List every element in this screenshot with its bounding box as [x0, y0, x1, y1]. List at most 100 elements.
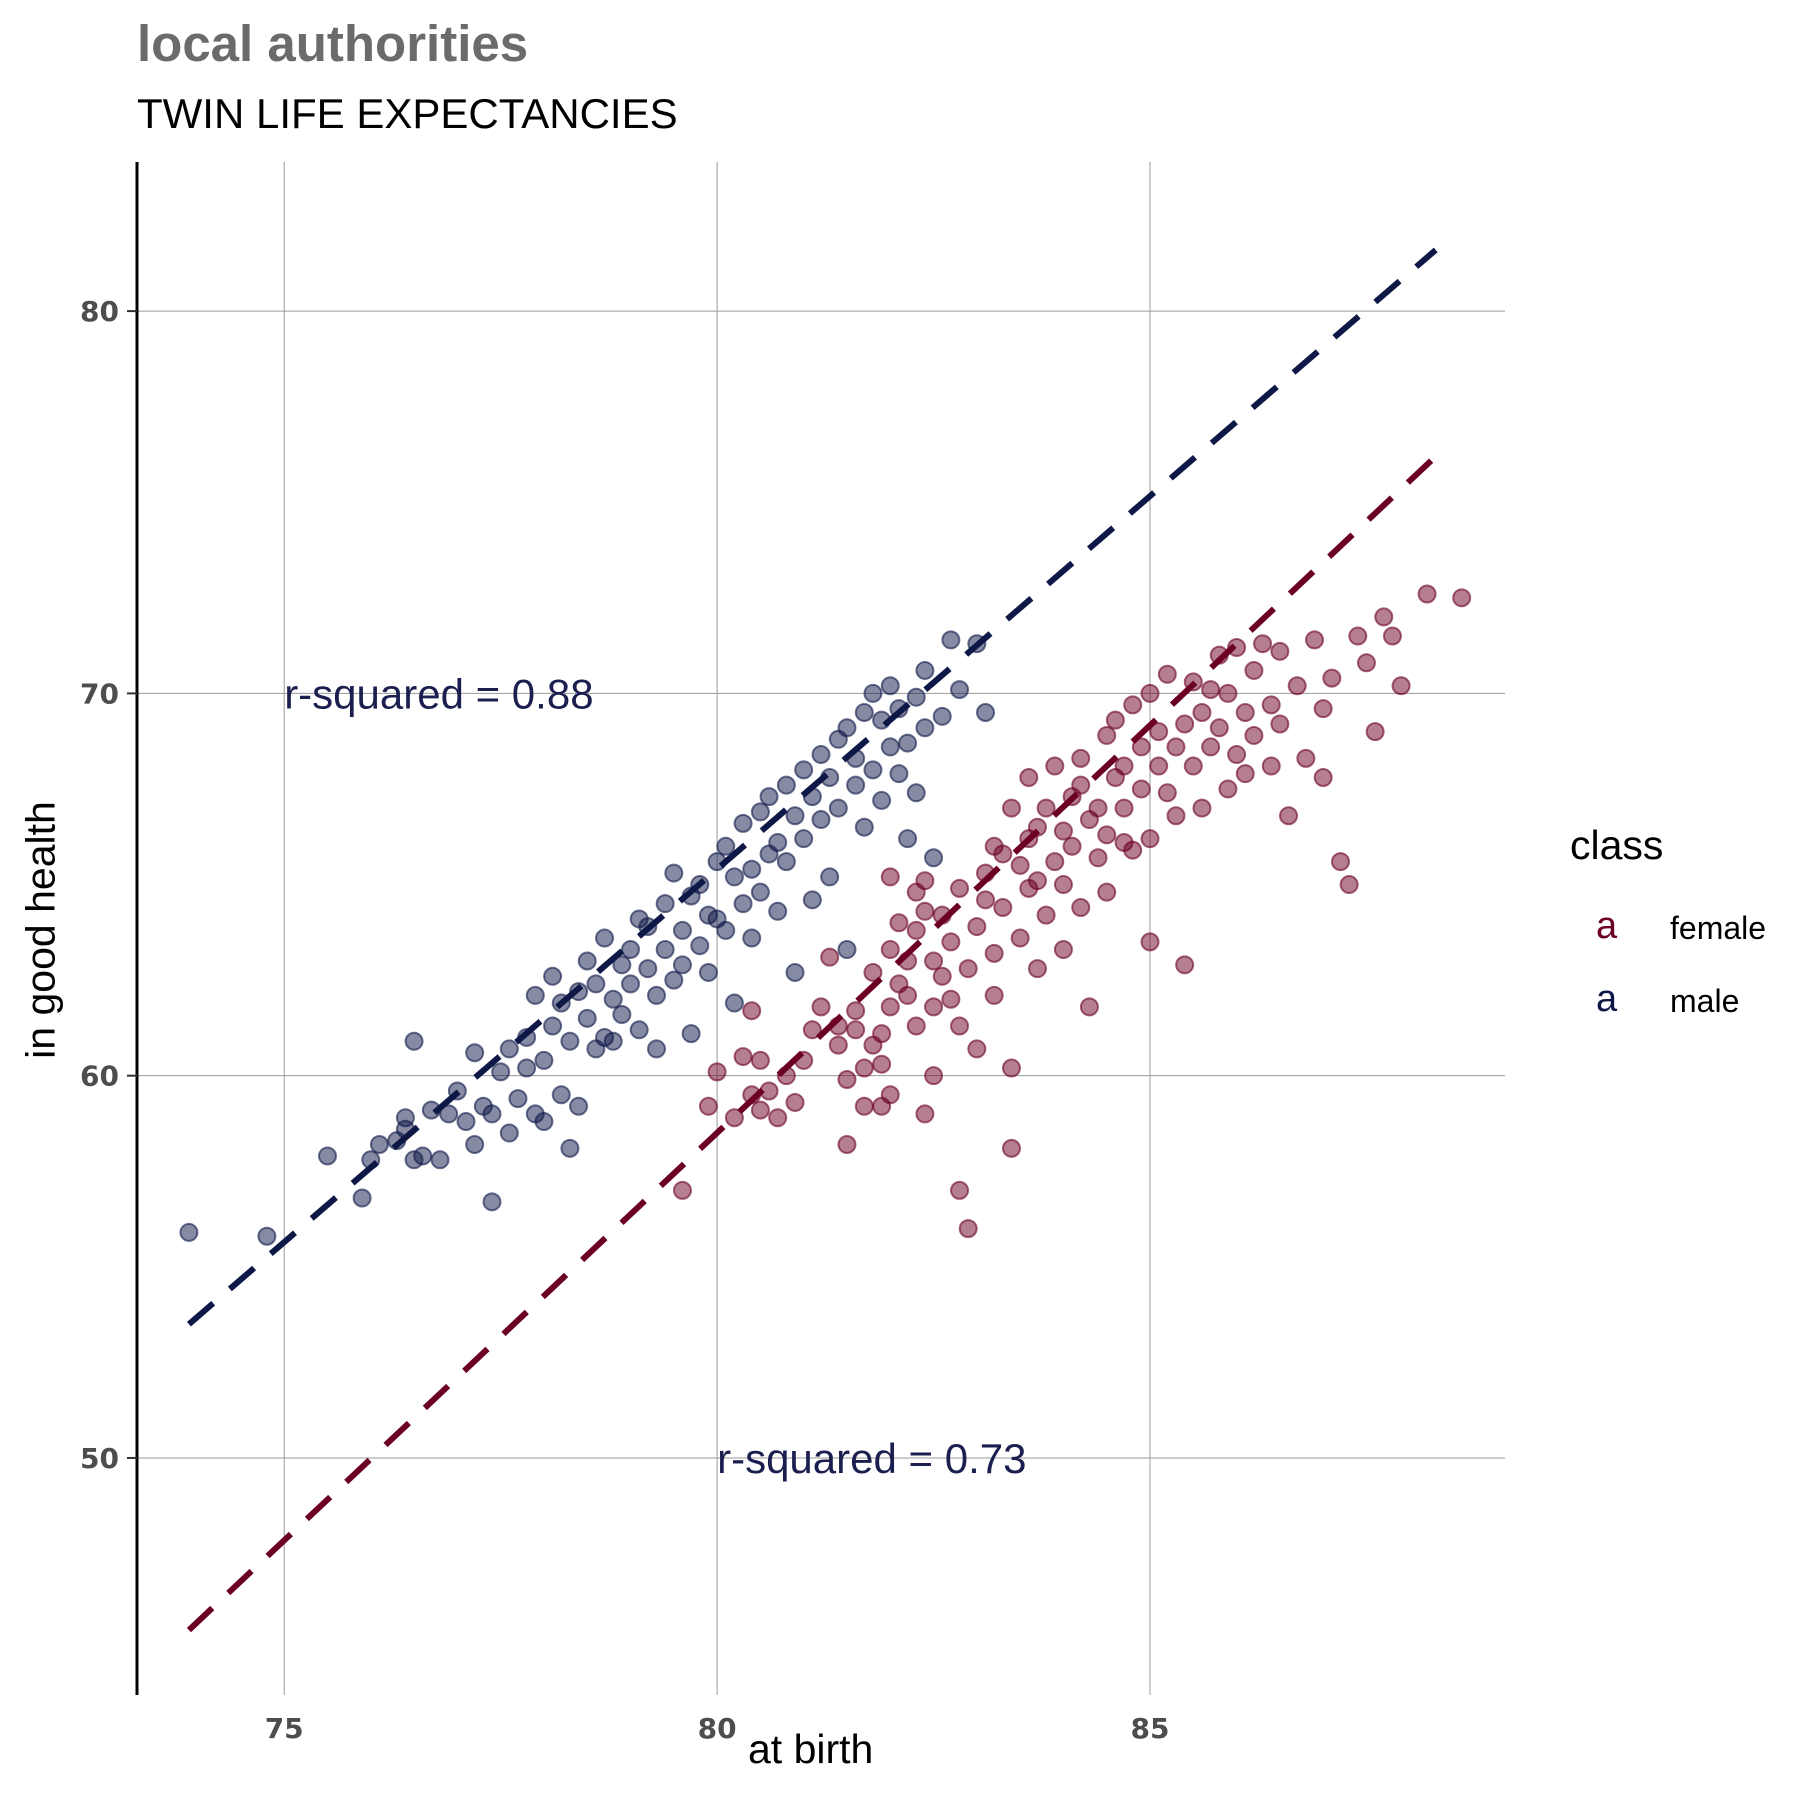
data-point-female [1209, 718, 1229, 738]
data-point-female [1149, 722, 1169, 742]
data-point-male [586, 974, 606, 994]
data-point-female [1261, 756, 1281, 776]
data-point-female [1140, 829, 1160, 849]
data-point-male [595, 928, 615, 948]
data-point-female [1088, 848, 1108, 868]
data-point-female [1131, 779, 1151, 799]
legend-key-male: a [1596, 978, 1618, 1020]
data-point-male [846, 775, 866, 795]
data-point-male [837, 940, 857, 960]
data-point-female [854, 1058, 874, 1078]
data-point-female [733, 1047, 753, 1067]
data-point-male [750, 882, 770, 902]
data-point-male [863, 760, 883, 780]
data-point-male [439, 1104, 459, 1124]
data-point-female [1157, 664, 1177, 684]
data-point-female [993, 844, 1013, 864]
data-point-female [1348, 626, 1368, 646]
data-point-female [915, 901, 935, 921]
data-point-male [672, 955, 692, 975]
data-point-female [906, 1016, 926, 1036]
data-point-female [898, 985, 918, 1005]
data-point-female [1097, 882, 1117, 902]
data-point-male [724, 867, 744, 887]
data-point-female [932, 966, 952, 986]
data-point-male [759, 787, 779, 807]
data-point-male [889, 764, 909, 784]
data-point-male [430, 1150, 450, 1170]
data-point-female [1391, 676, 1411, 696]
data-point-female [1313, 767, 1333, 787]
legend-label-male: male [1670, 983, 1740, 1019]
data-point-male [872, 790, 892, 810]
data-point-female [1261, 695, 1281, 715]
data-point-male [638, 959, 658, 979]
data-point-female [1235, 703, 1255, 723]
data-point-male [776, 775, 796, 795]
data-point-male [551, 1085, 571, 1105]
data-point-male [906, 783, 926, 803]
annotations: r-squared = 0.88 r-squared = 0.73 [284, 670, 1026, 1482]
x-tick-label: 80 [698, 1712, 737, 1745]
data-point-male [854, 817, 874, 837]
data-point-female [802, 1020, 822, 1040]
data-point-male [941, 630, 961, 650]
data-point-male [672, 920, 692, 940]
data-point-male [482, 1192, 502, 1212]
data-point-male [776, 852, 796, 872]
data-point-female [958, 1219, 978, 1239]
data-point-female [672, 1180, 692, 1200]
y-axis-label: in good health [17, 801, 64, 1059]
data-point-female [750, 1050, 770, 1070]
data-point-female [698, 1096, 718, 1116]
data-point-female [768, 1108, 788, 1128]
data-point-female [1330, 852, 1350, 872]
data-point-male [724, 993, 744, 1013]
data-point-female [924, 997, 944, 1017]
data-point-female [1053, 940, 1073, 960]
data-point-male [681, 1024, 701, 1044]
data-point-female [1287, 676, 1307, 696]
data-point-male [317, 1146, 337, 1166]
data-point-female [924, 951, 944, 971]
data-point-female [1253, 634, 1273, 654]
r-squared-annotation: r-squared = 0.73 [717, 1435, 1026, 1482]
data-point-female [967, 1039, 987, 1059]
data-point-male [863, 683, 883, 703]
data-point-female [1001, 798, 1021, 818]
data-point-female [1045, 756, 1065, 776]
data-point-male [733, 813, 753, 833]
data-point-male [950, 680, 970, 700]
fit-line-male [186, 247, 1438, 1327]
data-point-male [811, 745, 831, 765]
data-point-female [1123, 840, 1143, 860]
data-point-male [880, 737, 900, 757]
data-point-male [569, 1096, 589, 1116]
data-point-male [525, 985, 545, 1005]
data-point-male [655, 894, 675, 914]
data-point-male [768, 832, 788, 852]
data-point-male [413, 1146, 433, 1166]
data-point-male [733, 894, 753, 914]
data-point-female [742, 1001, 762, 1021]
data-point-female [1166, 806, 1186, 826]
data-point-female [1105, 710, 1125, 730]
data-point-female [1097, 725, 1117, 745]
x-tick-label: 75 [265, 1712, 304, 1745]
data-point-female [1270, 714, 1290, 734]
data-point-male [976, 703, 996, 723]
data-point-female [1157, 783, 1177, 803]
data-point-female [785, 1092, 805, 1112]
data-point-female [984, 985, 1004, 1005]
series-female [672, 584, 1472, 1239]
data-point-female [1140, 932, 1160, 952]
data-point-female [1001, 1058, 1021, 1078]
data-point-female [1053, 875, 1073, 895]
y-tick-label: 50 [80, 1442, 119, 1475]
data-point-female [880, 997, 900, 1017]
data-point-male [395, 1108, 415, 1128]
data-point-male [629, 1020, 649, 1040]
data-point-male [621, 940, 641, 960]
data-point-male [517, 1058, 537, 1078]
data-point-female [1071, 775, 1091, 795]
